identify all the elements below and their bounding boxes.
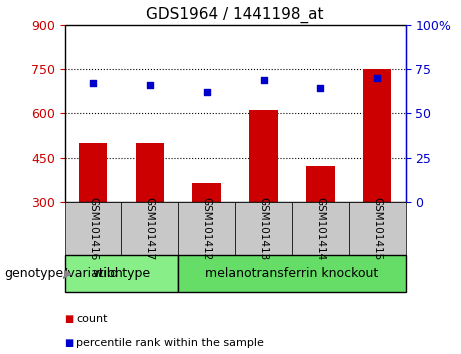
Text: GSM101413: GSM101413: [259, 197, 269, 260]
Text: GSM101415: GSM101415: [372, 197, 382, 260]
Text: ■: ■: [65, 338, 74, 348]
Text: wild type: wild type: [93, 267, 150, 280]
Point: [317, 86, 324, 91]
Text: ■: ■: [65, 314, 74, 324]
Title: GDS1964 / 1441198_at: GDS1964 / 1441198_at: [146, 7, 324, 23]
Bar: [136, 143, 164, 202]
Text: count: count: [76, 314, 107, 324]
Bar: [193, 183, 221, 202]
Point: [373, 75, 381, 81]
Text: GSM101412: GSM101412: [201, 197, 212, 260]
Text: GSM101416: GSM101416: [88, 197, 98, 260]
Bar: [249, 110, 278, 202]
Point: [89, 80, 97, 86]
Point: [203, 89, 210, 95]
Point: [260, 77, 267, 82]
Text: genotype/variation: genotype/variation: [5, 267, 124, 280]
Text: ▶: ▶: [64, 268, 72, 279]
Text: GSM101417: GSM101417: [145, 197, 155, 260]
Text: melanotransferrin knockout: melanotransferrin knockout: [205, 267, 378, 280]
Bar: [306, 166, 335, 202]
Bar: [363, 69, 391, 202]
Bar: [79, 143, 107, 202]
Text: percentile rank within the sample: percentile rank within the sample: [76, 338, 264, 348]
Point: [146, 82, 154, 88]
Text: GSM101414: GSM101414: [315, 197, 325, 260]
